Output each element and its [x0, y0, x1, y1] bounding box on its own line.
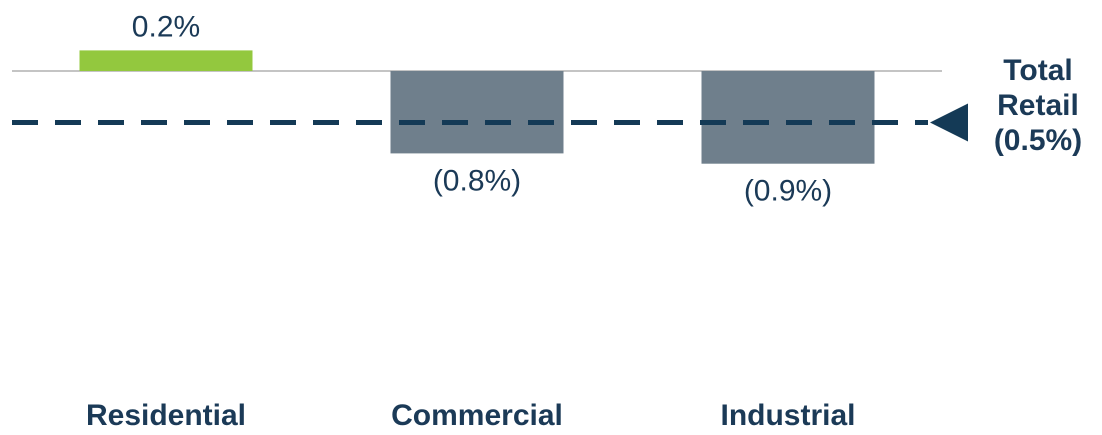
total-retail-label-line: Retail — [997, 89, 1079, 122]
bar-industrial — [701, 71, 875, 164]
total-retail-label: Total Retail (0.5%) — [994, 54, 1082, 157]
category-labels-group: Residential Commercial Industrial — [86, 399, 856, 432]
bar-commercial — [390, 71, 564, 154]
category-label-residential: Residential — [86, 399, 246, 432]
reference-arrow-icon — [930, 103, 968, 142]
value-label-industrial: (0.9%) — [744, 175, 832, 208]
total-retail-label-line: Total — [1003, 54, 1072, 87]
value-label-commercial: (0.8%) — [433, 164, 521, 197]
category-label-industrial: Industrial — [720, 399, 855, 432]
bar-residential — [79, 50, 253, 71]
total-retail-label-line: (0.5%) — [994, 124, 1082, 157]
value-labels-group: 0.2% (0.8%) (0.9%) — [132, 10, 832, 207]
value-label-residential: 0.2% — [132, 10, 200, 43]
bars-group — [79, 50, 875, 164]
category-label-commercial: Commercial — [391, 399, 563, 432]
